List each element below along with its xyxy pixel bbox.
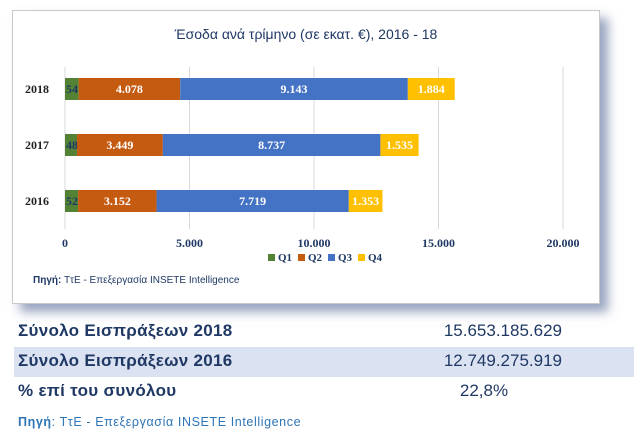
summary-value: 15.653.185.629 [443,321,562,340]
bar-data-label: 3.152 [104,194,131,208]
bar-data-label: 7.719 [239,194,266,208]
page-source-prefix: Πηγή [18,415,52,429]
bar-q2 [78,190,157,212]
summary-label: Σύνολο Εισπράξεων 2016 [18,351,233,370]
legend-label-q2: Q2 [308,252,323,264]
summary-label: Σύνολο Εισπράξεων 2018 [18,321,233,340]
legend-label-q4: Q4 [368,252,383,264]
summary-value: 12.749.275.919 [443,351,562,370]
bar-data-label: 4.078 [116,82,143,96]
chart-title: Έσοδα ανά τρίμηνο (σε εκατ. €), 2016 - 1… [174,26,438,42]
category-label: 2018 [25,82,49,96]
bar-q3 [156,190,349,212]
bar-q3 [180,78,408,100]
bar-data-label: 1.884 [418,82,445,96]
page-source: Πηγή: ΤτΕ - Επεξεργασία INSETE Intellige… [18,415,301,429]
legend-swatch-q2 [298,254,305,261]
revenue-chart: Έσοδα ανά τρίμηνο (σε εκατ. €), 2016 - 1… [25,26,580,286]
chart-card: Έσοδα ανά τρίμηνο (σε εκατ. €), 2016 - 1… [12,10,600,304]
page-source-body: : ΤτΕ - Επεξεργασία INSETE Intelligence [51,415,302,429]
summary-label: % επί του συνόλου [18,381,177,400]
chart-source-prefix: Πηγή: [33,275,61,286]
bar-q4 [380,134,419,156]
legend-label-q1: Q1 [278,252,292,264]
bar-data-label: 9.143 [280,82,307,96]
bar-q4 [407,78,455,100]
category-label: 2016 [25,194,49,208]
bar-q1 [65,78,79,100]
legend-swatch-q1 [268,254,275,261]
bar-q3 [162,134,381,156]
bar-q2 [78,78,181,100]
legend-label-q3: Q3 [338,252,353,264]
x-tick-label: 10.000 [298,236,331,250]
summary-row-2016: Σύνολο Εισπράξεων 2016 12.749.275.919 [14,347,634,377]
bar-data-label: 3.449 [106,138,133,152]
chart-source-body: ΤτΕ - Επεξεργασία INSETE Intelligence [61,274,240,286]
bar-data-label: 1.353 [352,194,379,208]
legend-swatch-q3 [328,254,335,261]
bar-q1 [65,190,79,212]
bar-data-label: 8.737 [258,138,285,152]
category-labels: 2018 2017 2016 [25,82,49,208]
chart-source: Πηγή: ΤτΕ - Επεξεργασία INSETE Intellige… [33,274,240,286]
legend: Q1 Q2 Q3 Q4 [268,252,383,264]
bar-data-label: 1.535 [386,138,413,152]
summary-row-percent: % επί του συνόλου 22,8% [14,377,634,407]
x-axis-ticks: 0 5.000 10.000 15.000 20.000 [62,236,580,250]
x-tick-label: 5.000 [176,236,203,250]
bar-q2 [76,134,163,156]
x-tick-label: 20.000 [547,236,580,250]
x-tick-label: 0 [62,236,68,250]
summary-value: 22,8% [459,381,509,400]
bar-q1 [65,134,77,156]
legend-swatch-q4 [358,254,365,261]
x-tick-label: 15.000 [422,236,455,250]
bar-q4 [348,190,383,212]
category-label: 2017 [25,138,49,152]
summary-row-2018: Σύνολο Εισπράξεων 2018 15.653.185.629 [14,317,634,347]
